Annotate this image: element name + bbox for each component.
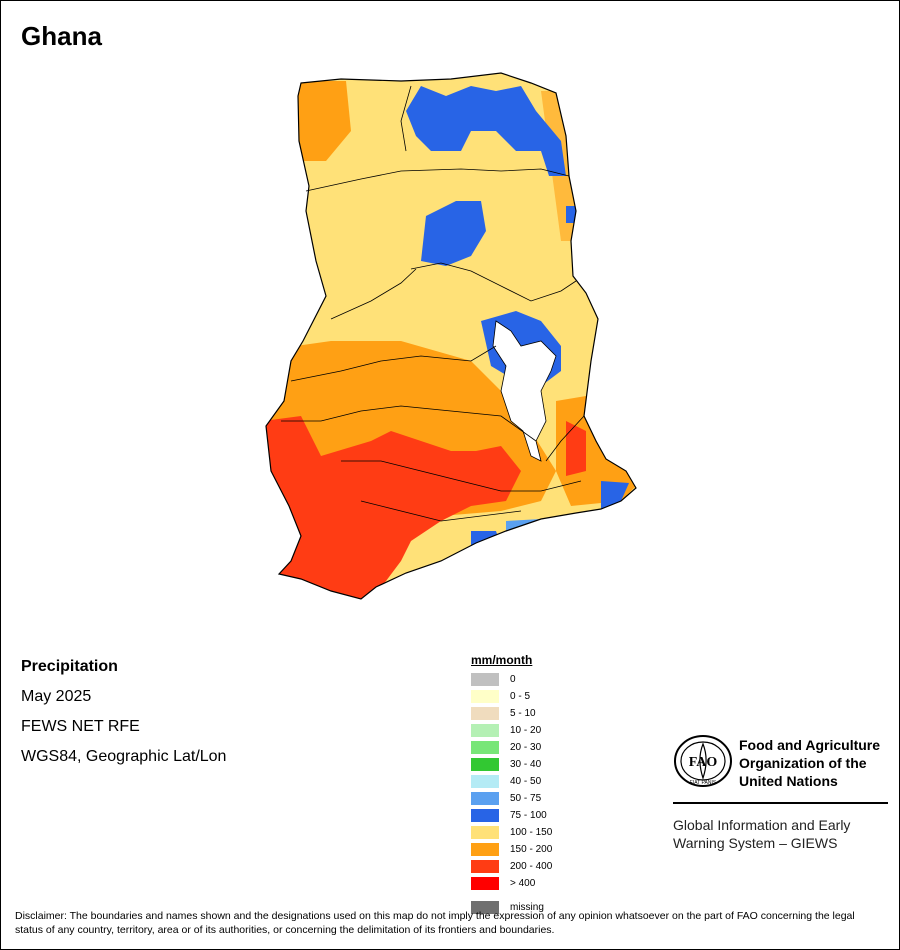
variable-heading: Precipitation	[21, 658, 118, 675]
legend-rows: 0 0 - 5 5 - 10 10 - 20 20 - 30 30 - 40 40 - 50…	[471, 671, 552, 892]
legend-label: 150 - 200	[510, 844, 553, 855]
legend-label: 75 - 100	[510, 810, 547, 821]
legend-swatch	[471, 826, 499, 839]
map-info: Precipitation May 2025 FEWS NET RFE WGS8…	[21, 657, 226, 777]
legend-row-missing: missing	[471, 901, 544, 914]
ghana-border	[265, 72, 637, 600]
legend-row: 0	[471, 671, 552, 688]
fao-name-line2: Organization of the	[739, 755, 867, 771]
fao-name-line3: United Nations	[739, 773, 838, 789]
projection-label: WGS84, Geographic Lat/Lon	[21, 748, 227, 765]
legend-row: 200 - 400	[471, 858, 552, 875]
legend-swatch	[471, 877, 499, 890]
giews-name: Global Information and Early Warning Sys…	[673, 816, 850, 852]
giews-line1: Global Information and Early	[673, 817, 851, 833]
legend-label: 40 - 50	[510, 776, 542, 787]
legend-row: 0 - 5	[471, 688, 552, 705]
legend-label: 20 - 30	[510, 742, 542, 753]
legend-swatch	[471, 792, 499, 805]
legend-label: 200 - 400	[510, 861, 553, 872]
legend-swatch	[471, 860, 499, 873]
fao-name: Food and Agriculture Organization of the…	[739, 736, 880, 790]
legend-swatch-missing	[471, 901, 499, 914]
legend-label: 5 - 10	[510, 708, 536, 719]
fao-name-line1: Food and Agriculture	[739, 737, 881, 753]
legend-label: > 400	[510, 878, 536, 889]
legend-row: 5 - 10	[471, 705, 552, 722]
legend-swatch	[471, 690, 499, 703]
giews-line2: Warning System – GIEWS	[673, 835, 838, 851]
legend-row: 100 - 150	[471, 824, 552, 841]
legend-label: 10 - 20	[510, 725, 542, 736]
legend-label-missing: missing	[510, 902, 544, 913]
legend: mm/month 0 0 - 5 5 - 10 10 - 20 20 - 30 30 - …	[471, 653, 552, 914]
legend-swatch	[471, 741, 499, 754]
legend-row: 10 - 20	[471, 722, 552, 739]
fao-logo-letters: FAO	[689, 755, 718, 770]
precipitation-map	[265, 72, 637, 600]
legend-row: > 400	[471, 875, 552, 892]
disclaimer: Disclaimer: The boundaries and names sho…	[15, 910, 855, 936]
legend-swatch	[471, 843, 499, 856]
legend-swatch	[471, 673, 499, 686]
legend-label: 0 - 5	[510, 691, 531, 702]
legend-swatch	[471, 809, 499, 822]
legend-label: 0	[510, 674, 516, 685]
legend-row: 20 - 30	[471, 739, 552, 756]
legend-row: 40 - 50	[471, 773, 552, 790]
map-title: Ghana	[21, 21, 102, 51]
legend-label: 50 - 75	[510, 793, 542, 804]
legend-label: 30 - 40	[510, 759, 542, 770]
legend-swatch	[471, 758, 499, 771]
data-source-label: FEWS NET RFE	[21, 718, 140, 735]
legend-label: 100 - 150	[510, 827, 553, 838]
divider	[673, 802, 888, 804]
legend-swatch	[471, 724, 499, 737]
fao-logo-motto: FIAT PANIS	[690, 780, 717, 786]
period-label: May 2025	[21, 688, 92, 705]
fao-logo-icon: FAO FIAT PANIS	[674, 735, 732, 787]
legend-swatch	[471, 775, 499, 788]
legend-title: mm/month	[471, 653, 533, 667]
rainfall-surface	[266, 73, 636, 599]
legend-row: 30 - 40	[471, 756, 552, 773]
region-boundaries	[281, 85, 585, 522]
legend-row: 50 - 75	[471, 790, 552, 807]
legend-row: 150 - 200	[471, 841, 552, 858]
legend-row: 75 - 100	[471, 807, 552, 824]
legend-swatch	[471, 707, 499, 720]
